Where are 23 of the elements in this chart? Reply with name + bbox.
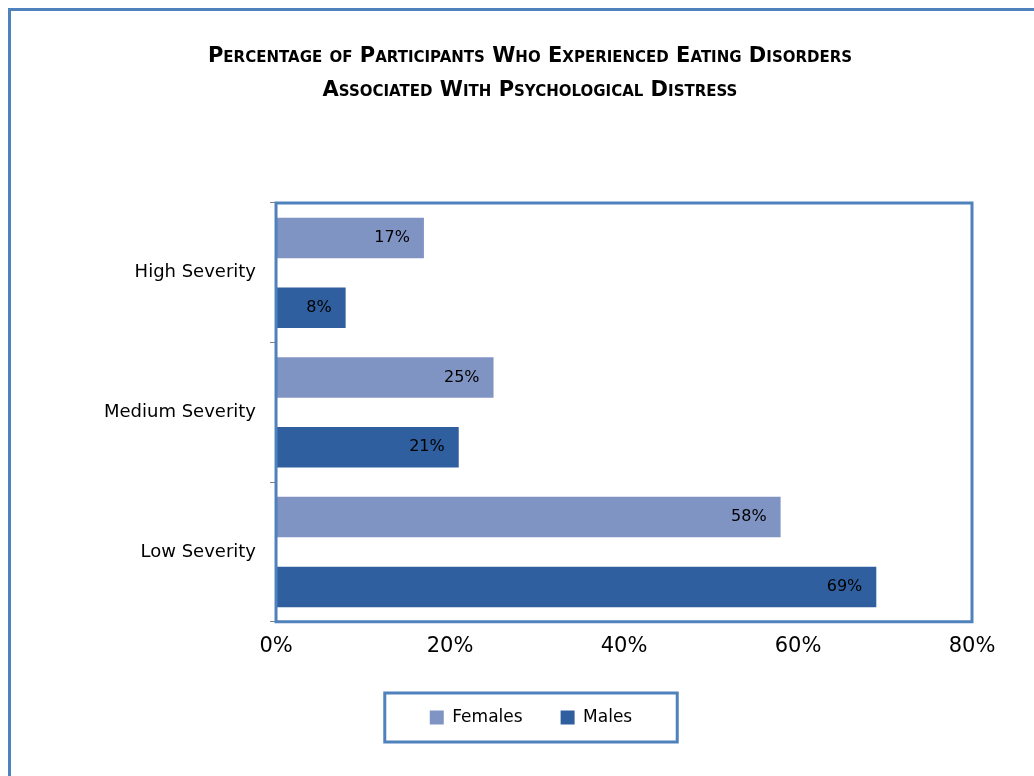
chart-title: Percentage of Participants Who Experienced Eating Disorders Associated With Psychological Distress: [150, 38, 910, 106]
y-tick-label: Low Severity: [140, 539, 257, 561]
data-label: 8%: [306, 296, 332, 316]
bar: [276, 357, 494, 398]
x-tick-label: 0%: [259, 632, 293, 657]
x-tick-label: 80%: [948, 632, 996, 657]
x-tick-label: 40%: [600, 632, 648, 657]
x-tick-label: 60%: [774, 632, 822, 657]
data-label: 69%: [826, 576, 863, 596]
bar: [276, 566, 877, 608]
legend-label: Males: [583, 705, 633, 726]
legend-label: Females: [452, 705, 523, 726]
bar: [276, 496, 781, 538]
bar: [276, 427, 459, 468]
data-label: 21%: [409, 436, 445, 456]
y-tick-label: High Severity: [134, 260, 257, 282]
y-tick-label: Medium Severity: [103, 400, 257, 422]
data-label: 58%: [731, 506, 767, 526]
data-label: 25%: [443, 366, 480, 386]
data-label: 17%: [374, 227, 410, 247]
bar: [276, 287, 346, 328]
x-tick-label: 20%: [426, 632, 474, 657]
bar: [276, 217, 424, 259]
